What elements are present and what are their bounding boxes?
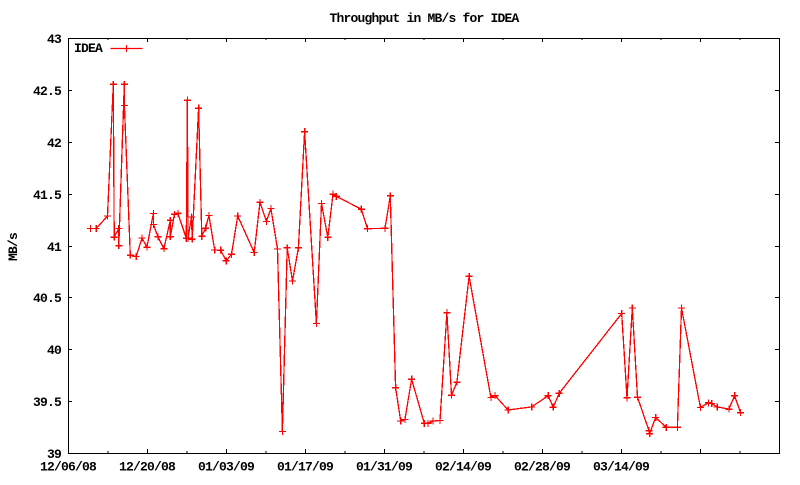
svg-text:39: 39 [47,447,62,462]
svg-text:MB/s: MB/s [6,232,21,261]
svg-text:12/06/08: 12/06/08 [40,460,97,475]
svg-text:01/17/09: 01/17/09 [277,460,334,475]
svg-text:01/03/09: 01/03/09 [198,460,255,475]
svg-text:03/14/09: 03/14/09 [593,460,650,475]
svg-text:43: 43 [47,32,62,47]
svg-text:41.5: 41.5 [33,188,62,203]
svg-text:01/31/09: 01/31/09 [356,460,413,475]
svg-text:42: 42 [47,136,62,151]
svg-text:02/14/09: 02/14/09 [435,460,492,475]
svg-text:40: 40 [47,343,62,358]
svg-text:40.5: 40.5 [33,291,62,306]
svg-text:IDEA: IDEA [74,41,103,56]
svg-text:Throughput in MB/s for IDEA: Throughput in MB/s for IDEA [329,11,519,26]
svg-text:39.5: 39.5 [33,395,62,410]
svg-text:12/20/08: 12/20/08 [119,460,176,475]
svg-text:41: 41 [47,240,62,255]
svg-text:42.5: 42.5 [33,84,62,99]
svg-text:02/28/09: 02/28/09 [514,460,571,475]
